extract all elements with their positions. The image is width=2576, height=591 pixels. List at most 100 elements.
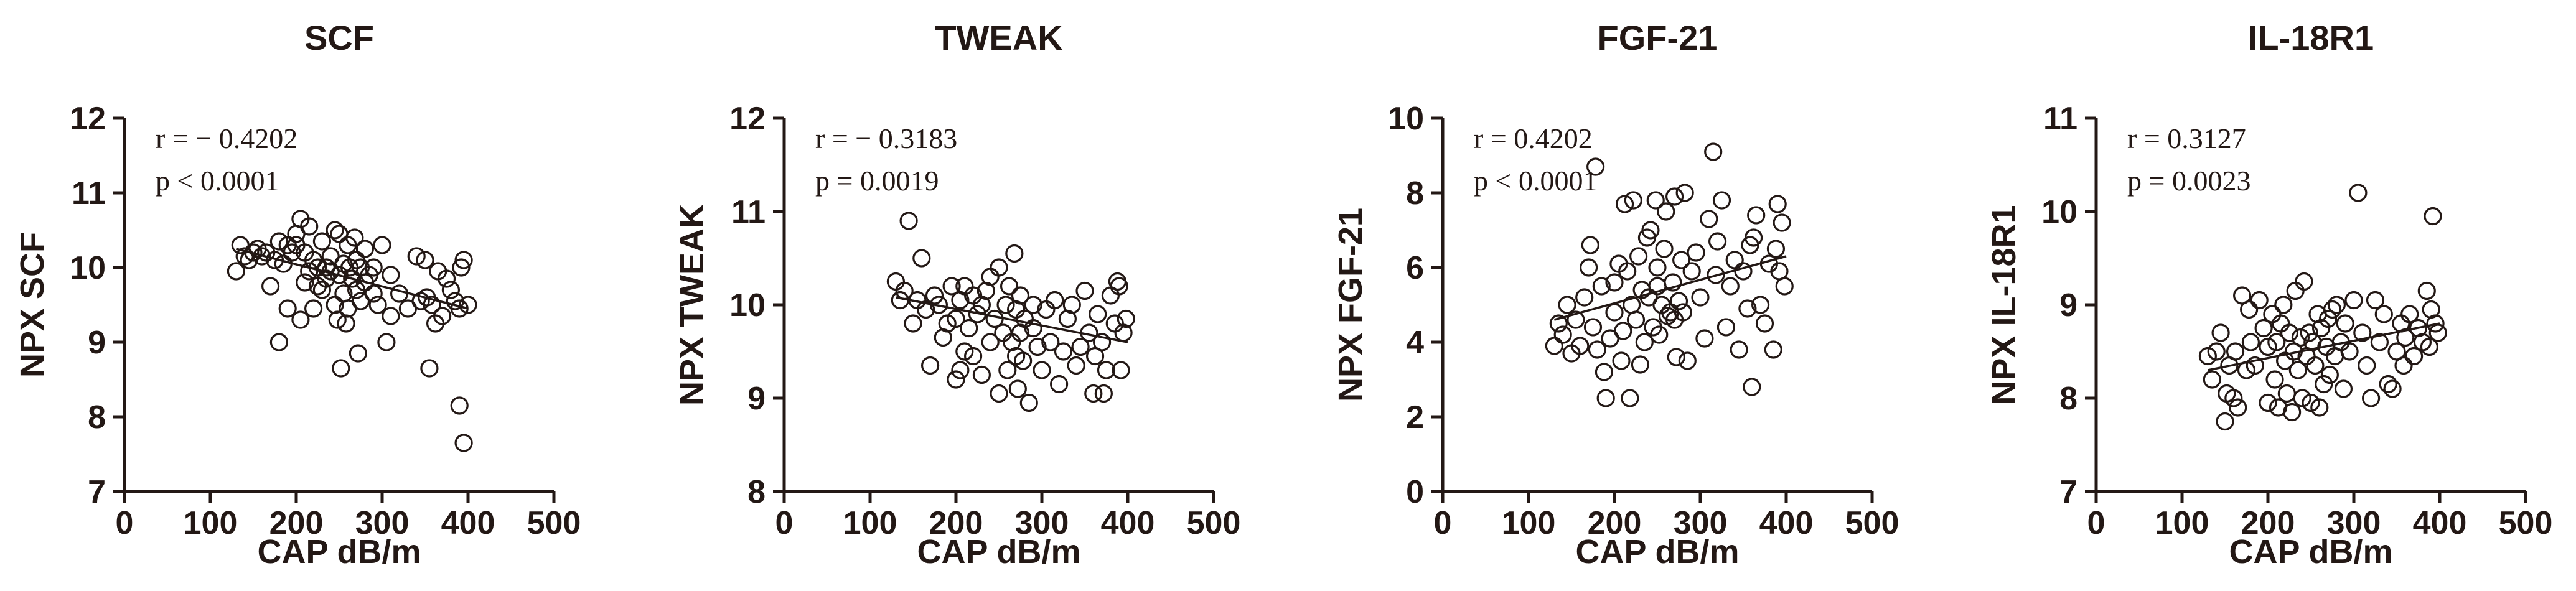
data-point <box>985 309 1004 328</box>
data-point <box>895 281 914 300</box>
data-point <box>1117 309 1135 328</box>
y-tick-label: 11 <box>72 175 106 212</box>
data-point <box>2302 393 2320 412</box>
data-point <box>1691 288 1710 307</box>
y-tick-label: 4 <box>1406 325 1424 361</box>
data-point <box>1704 142 1723 161</box>
x-tick-label: 300 <box>2327 505 2381 541</box>
data-point <box>955 342 974 361</box>
data-point <box>441 281 461 299</box>
data-point <box>1588 340 1606 359</box>
data-point <box>1669 292 1688 310</box>
data-point <box>459 296 477 314</box>
data-point <box>1581 236 1599 254</box>
data-point <box>972 365 991 384</box>
x-tick-label: 500 <box>1187 505 1241 541</box>
y-tick-label: 8 <box>88 399 106 435</box>
data-point <box>1744 228 1763 247</box>
x-tick-label: 0 <box>2087 505 2105 541</box>
data-point <box>1553 325 1572 344</box>
data-point <box>1580 258 1598 277</box>
x-tick-label: 200 <box>929 505 983 541</box>
y-tick-label: 10 <box>70 250 106 286</box>
data-point <box>994 323 1013 342</box>
data-point <box>899 212 918 230</box>
x-tick-label: 500 <box>527 505 581 541</box>
data-point <box>1674 303 1692 322</box>
x-tick-label: 200 <box>1588 505 1642 541</box>
x-axis-label: CAP dB/m <box>917 533 1080 570</box>
data-point <box>368 296 387 314</box>
data-point <box>2293 389 2311 407</box>
data-point <box>1717 318 1735 337</box>
data-point <box>2374 305 2393 323</box>
data-point <box>1672 251 1691 269</box>
data-point <box>1097 361 1116 379</box>
x-tick-label: 0 <box>1434 505 1452 541</box>
data-point <box>2379 375 2397 394</box>
x-tick-label: 500 <box>2499 505 2553 541</box>
data-point <box>2291 328 2310 347</box>
data-point <box>2259 337 2277 356</box>
data-point <box>1110 277 1128 296</box>
x-tick-label: 0 <box>116 505 134 541</box>
data-point <box>2306 356 2325 375</box>
stat-annotation: r = − 0.4202 <box>156 123 297 154</box>
y-axis-label: NPX IL-18R1 <box>1985 205 2023 404</box>
data-point <box>2370 333 2389 351</box>
y-tick-label: 0 <box>1406 474 1424 510</box>
chart-title: TWEAK <box>935 18 1062 57</box>
data-point <box>920 356 940 375</box>
data-point <box>2300 323 2318 342</box>
data-point <box>1596 389 1615 407</box>
data-point <box>337 314 355 333</box>
data-point <box>328 310 347 329</box>
data-point <box>1650 325 1669 344</box>
y-tick-label: 8 <box>747 474 766 510</box>
data-point <box>2426 314 2445 333</box>
data-point <box>364 284 383 303</box>
data-point <box>960 319 978 338</box>
data-point <box>450 299 469 318</box>
data-point <box>2250 291 2269 310</box>
data-point <box>2349 184 2368 202</box>
data-point <box>2272 314 2290 333</box>
data-point <box>951 361 970 379</box>
x-tick-label: 500 <box>1845 505 1899 541</box>
data-point <box>1773 213 1791 232</box>
x-tick-label: 100 <box>184 505 238 541</box>
data-point <box>2327 296 2346 314</box>
data-point <box>996 296 1015 314</box>
data-point <box>1071 337 1090 356</box>
data-point <box>2405 347 2424 366</box>
data-point <box>454 434 473 452</box>
data-point <box>349 344 367 363</box>
data-point <box>2254 319 2273 338</box>
y-tick-label: 7 <box>88 474 106 510</box>
data-point <box>2224 389 2243 407</box>
data-point <box>2263 305 2282 323</box>
data-point <box>1621 389 1639 407</box>
y-tick-label: 8 <box>2059 381 2077 417</box>
regression-line <box>896 296 1128 343</box>
data-point <box>1084 384 1103 403</box>
data-point <box>1041 333 1060 351</box>
data-point <box>227 262 245 281</box>
data-point <box>1575 288 1594 307</box>
data-point <box>2334 379 2353 398</box>
x-tick-label: 400 <box>1101 505 1155 541</box>
data-point <box>1089 305 1107 323</box>
data-point <box>1648 258 1667 277</box>
y-tick-label: 11 <box>731 194 766 230</box>
data-point <box>2353 323 2372 342</box>
x-tick-label: 100 <box>843 505 897 541</box>
data-point <box>1549 314 1568 333</box>
data-point <box>1730 340 1748 359</box>
data-point <box>1687 243 1705 262</box>
data-point <box>300 217 319 236</box>
data-point <box>1062 296 1081 314</box>
data-point <box>968 305 987 323</box>
data-point <box>304 299 323 318</box>
data-point <box>1595 363 1614 381</box>
data-point <box>2400 305 2419 323</box>
